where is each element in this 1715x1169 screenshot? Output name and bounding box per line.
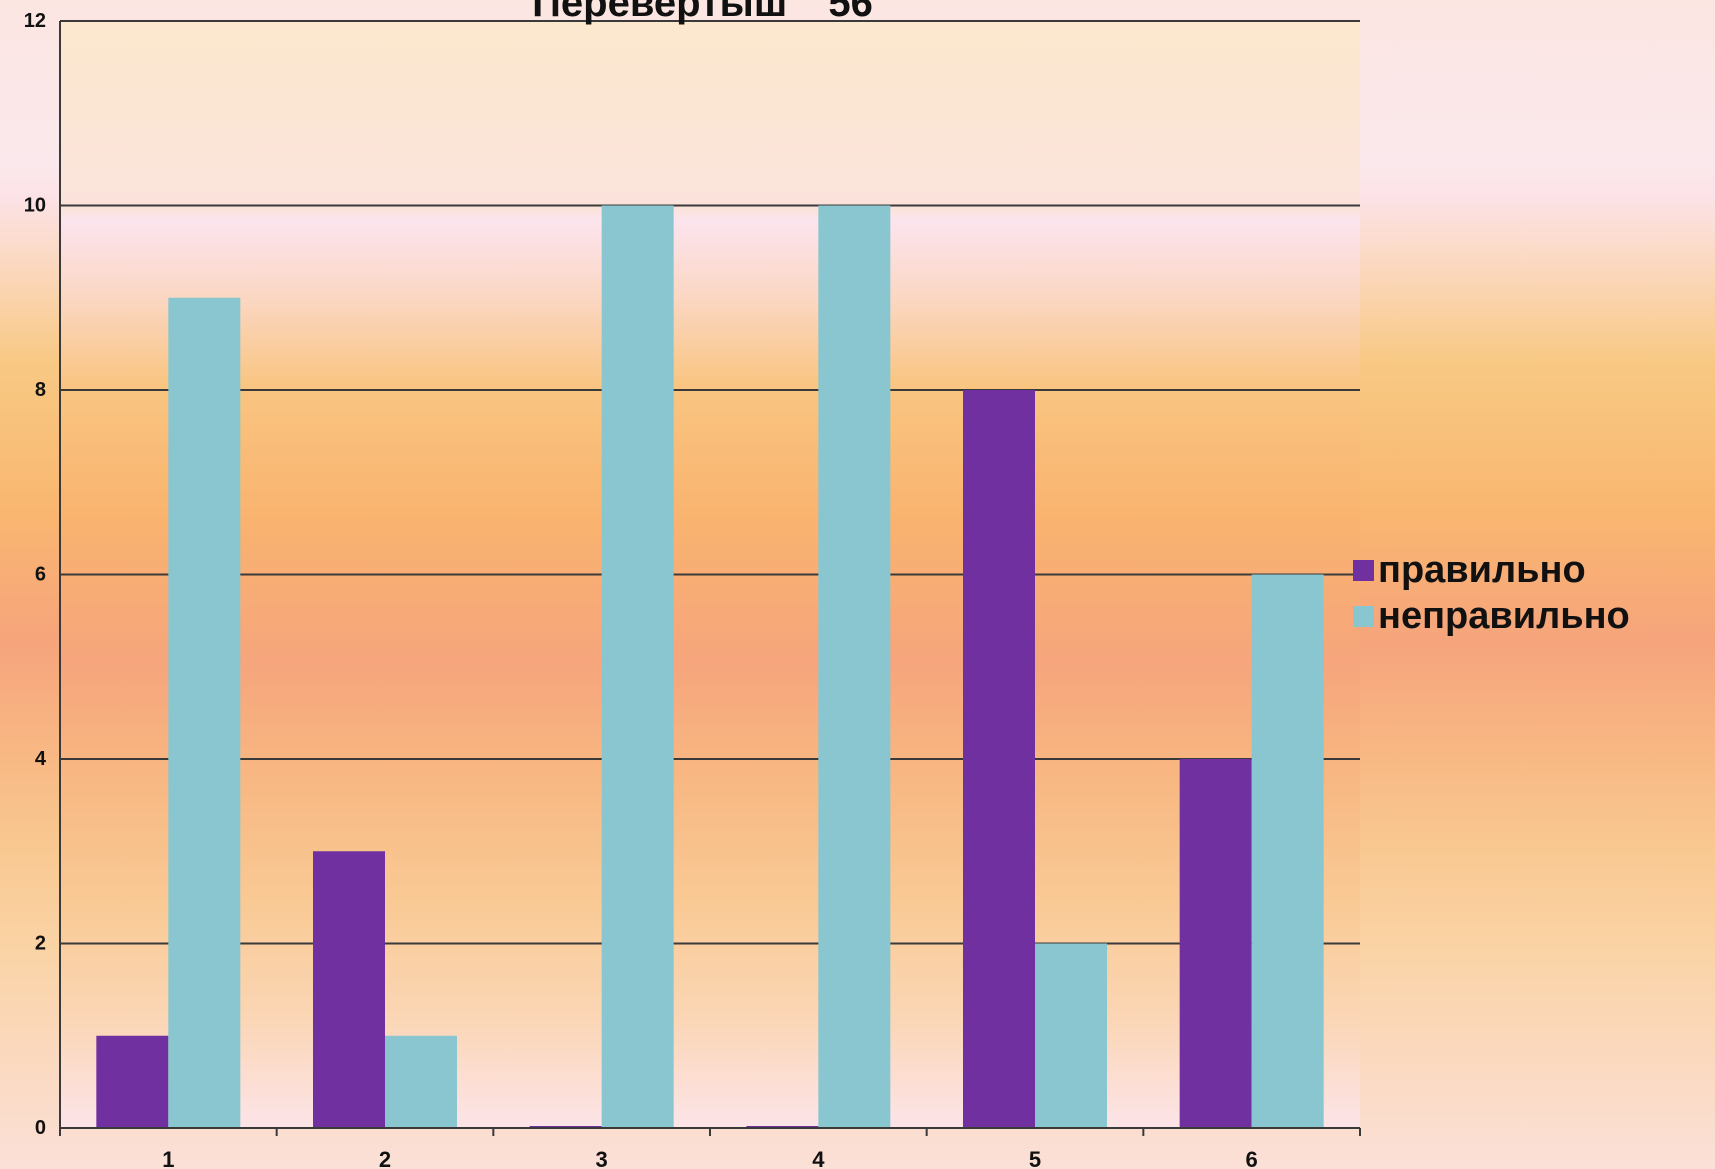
y-tick-label-3: 6	[35, 564, 46, 586]
bar-series-0-cat-5	[963, 390, 1035, 1128]
x-tick-label-1: 1	[162, 1147, 174, 1169]
gridlines	[60, 20, 1360, 945]
y-tick-label-0: 0	[35, 1117, 46, 1139]
x-tick-label-4: 4	[812, 1147, 825, 1169]
bar-series-1-cat-4	[818, 205, 891, 1128]
x-tick-label-6: 6	[1246, 1147, 1258, 1169]
legend-item-series-1: неправильно	[1353, 593, 1630, 639]
legend-label-series-1: неправильно	[1378, 595, 1630, 637]
x-tick-labels: 1 2 3 4 5 6	[162, 1147, 1258, 1169]
bar-series-1-cat-2	[385, 1035, 457, 1128]
bar-series-1-cat-5	[1035, 943, 1107, 1128]
legend-swatch-series-1	[1353, 605, 1374, 627]
x-tick-label-2: 2	[379, 1147, 391, 1169]
bar-series-0-cat-2	[313, 851, 385, 1128]
legend-label-series-0: правильно	[1378, 549, 1586, 591]
bar-series-1-cat-3	[601, 205, 674, 1128]
axes	[59, 21, 1361, 1136]
y-tick-label-6: 12	[24, 10, 46, 32]
x-tick-label-3: 3	[596, 1147, 608, 1169]
bars	[96, 205, 1324, 1128]
bar-series-1-cat-1	[168, 297, 241, 1128]
y-tick-label-5: 10	[24, 195, 46, 217]
chart-title: Перевертыш " 56"	[532, 0, 892, 25]
bar-series-0-cat-1	[96, 1035, 169, 1128]
y-tick-labels: 0 2 4 6 8 10 12	[24, 10, 47, 1139]
legend-item-series-0: правильно	[1353, 547, 1630, 593]
bar-series-0-cat-6	[1179, 759, 1252, 1128]
y-tick-label-4: 8	[35, 379, 46, 401]
legend: правильно неправильно	[1353, 547, 1630, 639]
y-tick-label-2: 4	[35, 748, 47, 770]
x-tick-label-5: 5	[1029, 1147, 1041, 1169]
bar-series-1-cat-6	[1251, 574, 1324, 1128]
legend-swatch-series-0	[1353, 559, 1374, 581]
y-tick-label-1: 2	[35, 933, 46, 955]
